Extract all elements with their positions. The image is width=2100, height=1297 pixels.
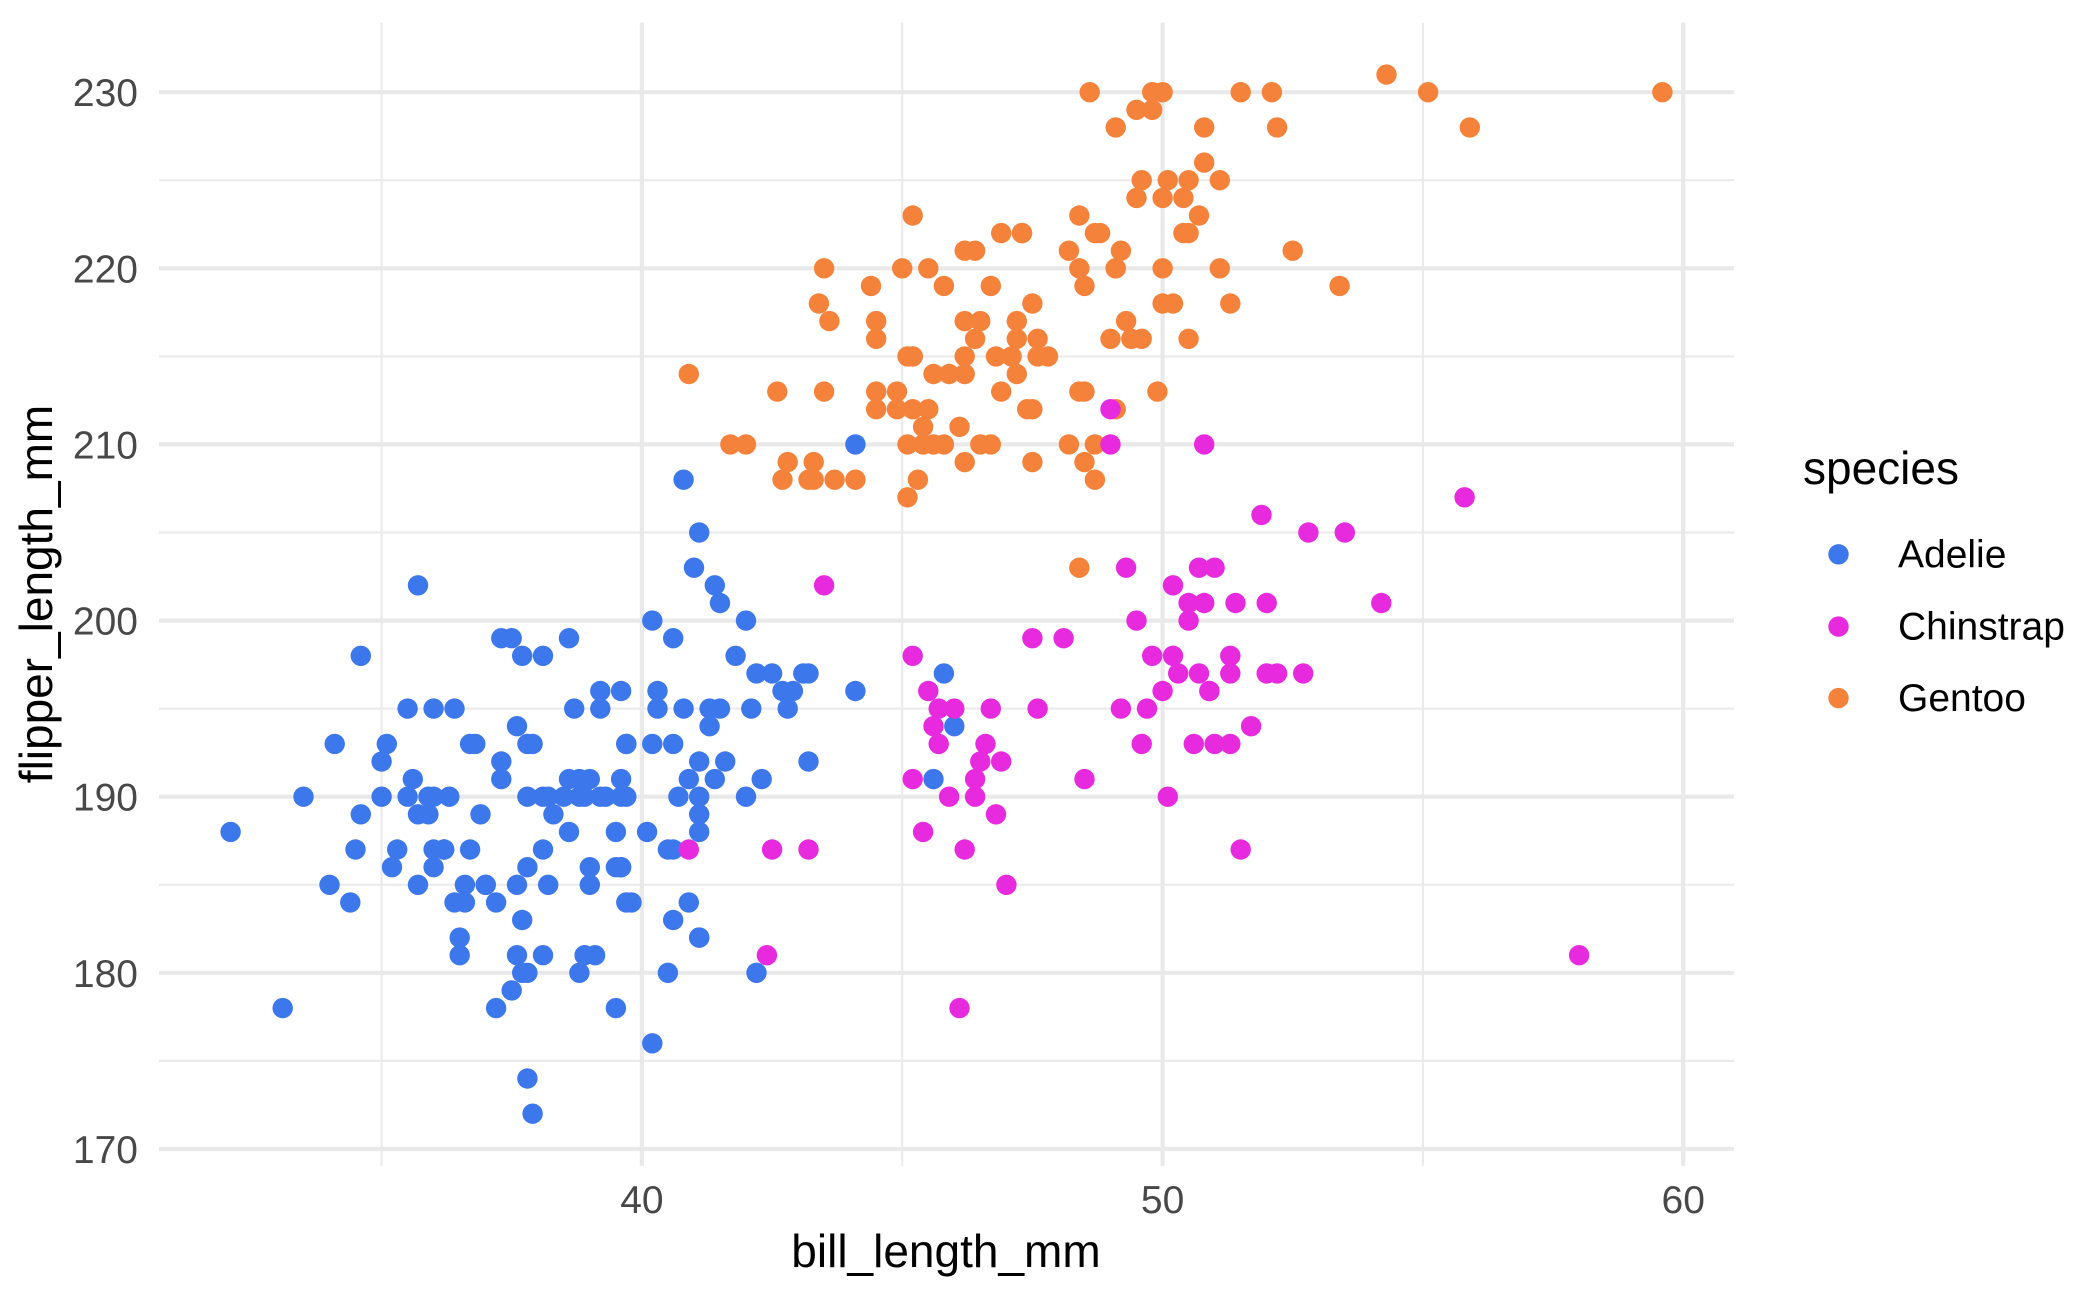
svg-text:200: 200 <box>73 601 138 644</box>
svg-text:170: 170 <box>73 1129 138 1172</box>
svg-text:190: 190 <box>73 777 138 820</box>
svg-text:Adelie: Adelie <box>1898 533 2006 576</box>
svg-text:bill_length_mm: bill_length_mm <box>791 1225 1100 1277</box>
svg-text:50: 50 <box>1141 1179 1184 1222</box>
svg-text:Chinstrap: Chinstrap <box>1898 606 2065 649</box>
svg-text:220: 220 <box>73 248 138 291</box>
svg-text:210: 210 <box>73 424 138 467</box>
svg-text:40: 40 <box>620 1179 663 1222</box>
svg-text:species: species <box>1803 442 1959 494</box>
svg-text:60: 60 <box>1662 1179 1705 1222</box>
svg-text:230: 230 <box>73 72 138 115</box>
svg-text:Gentoo: Gentoo <box>1898 677 2026 720</box>
svg-text:flipper_length_mm: flipper_length_mm <box>10 405 62 783</box>
svg-text:180: 180 <box>73 953 138 996</box>
